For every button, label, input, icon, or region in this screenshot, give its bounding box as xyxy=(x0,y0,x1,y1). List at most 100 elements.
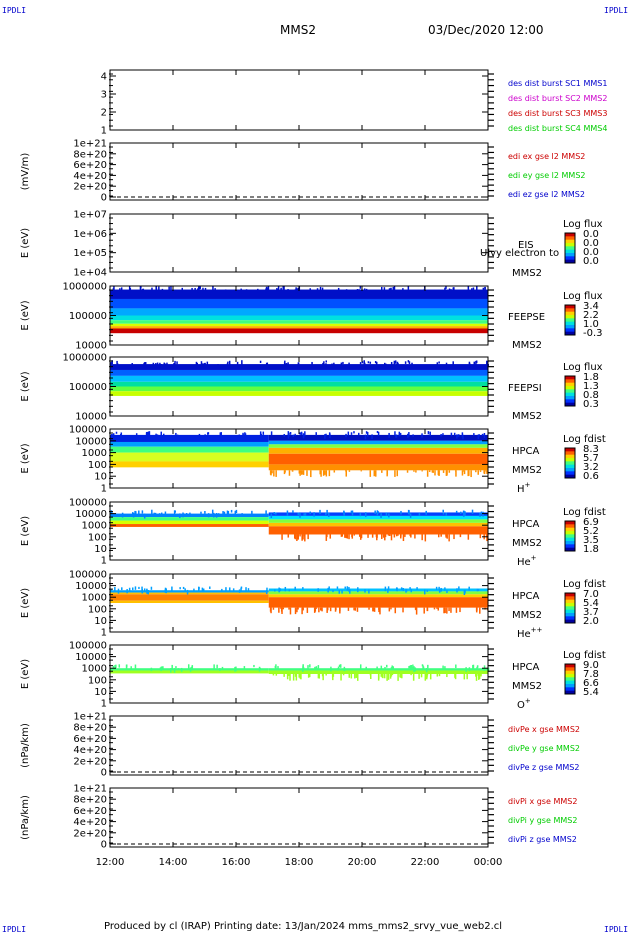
spectrogram-speckle xyxy=(376,666,378,670)
colorbar-title: Log flux xyxy=(563,291,603,302)
y-tick-label: 100000 xyxy=(69,641,107,652)
spectrogram-speckle xyxy=(276,289,278,295)
spectrogram-speckle xyxy=(294,433,296,436)
spectrogram-speckle xyxy=(111,433,113,439)
spectrogram-speckle xyxy=(408,432,410,437)
spectrogram-speckle xyxy=(380,513,382,518)
colorbar-swatch xyxy=(565,664,575,668)
spectrogram-speckle xyxy=(388,534,391,537)
spectrogram-speckle xyxy=(359,534,362,540)
spectrogram-speckle xyxy=(273,512,276,515)
spectrogram-speckle xyxy=(289,431,292,435)
spectrogram-speckle xyxy=(337,666,340,669)
spectrogram-speckle xyxy=(275,512,277,515)
spectrogram-speckle xyxy=(170,668,172,673)
spectrogram-band xyxy=(268,526,488,535)
spectrogram-speckle xyxy=(482,511,484,517)
spectrogram-speckle xyxy=(384,666,386,671)
spectrogram-speckle xyxy=(453,534,455,540)
spectrogram-band xyxy=(110,520,269,525)
colorbar-label: 6.6 xyxy=(583,678,599,689)
spectrogram-speckle xyxy=(126,664,128,668)
colorbar-label: 0.3 xyxy=(583,399,599,410)
spectrogram-speckle xyxy=(328,470,331,477)
spectrogram-speckle xyxy=(426,607,429,612)
spectrogram-speckle xyxy=(207,432,210,435)
colorbar-swatch xyxy=(565,233,575,237)
spectrogram-speckle xyxy=(340,534,343,537)
colorbar-title: Log fdist xyxy=(563,434,606,445)
spectrogram-speckle xyxy=(438,586,440,590)
spectrogram-speckle xyxy=(240,288,242,293)
spectrogram-speckle xyxy=(221,666,224,671)
spectrogram-speckle xyxy=(259,360,262,363)
spectrogram-speckle xyxy=(300,470,302,473)
spectrogram-speckle xyxy=(477,434,480,440)
y-tick-label: 2e+20 xyxy=(73,182,107,193)
spectrogram-speckle xyxy=(319,509,321,515)
spectrogram-speckle xyxy=(399,674,402,678)
spectrogram-speckle xyxy=(296,607,298,613)
spectrogram-speckle xyxy=(444,587,446,591)
spectrogram-speckle xyxy=(300,674,302,680)
spectrogram-speckle xyxy=(347,431,350,436)
spectrogram-speckle xyxy=(159,362,161,367)
colorbar-label: 1.8 xyxy=(583,544,599,555)
spectrogram-speckle xyxy=(245,587,247,592)
spectrogram-speckle xyxy=(385,363,387,368)
spectrogram-speckle xyxy=(332,674,334,681)
spectrogram-band xyxy=(110,328,488,334)
spectrogram-speckle xyxy=(114,665,116,668)
spectrogram-speckle xyxy=(325,512,327,516)
spectrogram-speckle xyxy=(117,588,120,594)
spectrogram-speckle xyxy=(187,664,190,669)
spectrogram-speckle xyxy=(384,362,386,365)
colorbar-swatch xyxy=(565,392,575,397)
spectrogram-speckle xyxy=(418,674,420,679)
spectrogram-speckle xyxy=(283,285,285,291)
spectrogram-speckle xyxy=(287,431,290,436)
spectrogram-speckle xyxy=(463,674,466,680)
y-tick-label: 10 xyxy=(94,687,107,698)
spectrogram-speckle xyxy=(388,607,391,612)
colorbar-label: 5.4 xyxy=(583,598,599,609)
spectrogram-speckle xyxy=(355,674,358,678)
spectrogram-speckle xyxy=(317,588,319,592)
spectrogram-speckle xyxy=(301,534,304,540)
spectrogram-speckle xyxy=(408,361,411,365)
spectrogram-speckle xyxy=(479,607,481,614)
spectrogram-speckle xyxy=(324,470,326,475)
spectrogram-speckle xyxy=(444,287,446,291)
y-tick-label: 10000 xyxy=(75,412,107,423)
panel-frame xyxy=(109,715,489,776)
colorbar-label: 6.9 xyxy=(583,517,599,528)
spectrogram-speckle xyxy=(271,470,273,474)
spectrogram-speckle xyxy=(483,470,486,475)
overlay-text: Ulvy electron to xyxy=(480,248,559,259)
spectrogram-speckle xyxy=(186,589,189,595)
y-tick-label: 4 xyxy=(101,72,107,83)
spectrogram-speckle xyxy=(409,587,411,590)
spectrogram-speckle xyxy=(209,586,211,589)
spectrogram-band xyxy=(268,515,488,520)
spectrogram-speckle xyxy=(129,288,132,292)
spectrogram-speckle xyxy=(307,534,309,540)
colorbar-swatch xyxy=(565,680,575,685)
spectrogram-band xyxy=(110,668,269,671)
spectrogram-speckle xyxy=(345,534,348,539)
spectrogram-speckle xyxy=(274,589,276,592)
spectrogram-speckle xyxy=(467,286,470,290)
spectrogram-speckle xyxy=(156,362,159,367)
spectrogram-speckle xyxy=(155,285,157,290)
spectrogram-speckle xyxy=(242,434,244,438)
spectrogram-speckle xyxy=(224,289,227,294)
spectrogram-speckle xyxy=(455,470,457,477)
spectrogram-speckle xyxy=(426,589,429,592)
legend-entry: edi ex gse l2 MMS2 xyxy=(508,152,585,161)
spectrogram-speckle xyxy=(390,287,392,292)
spectrogram-speckle xyxy=(358,289,361,293)
spectrogram-speckle xyxy=(433,607,436,610)
spectrogram-speckle xyxy=(440,534,442,537)
spectrogram-speckle xyxy=(404,361,407,364)
